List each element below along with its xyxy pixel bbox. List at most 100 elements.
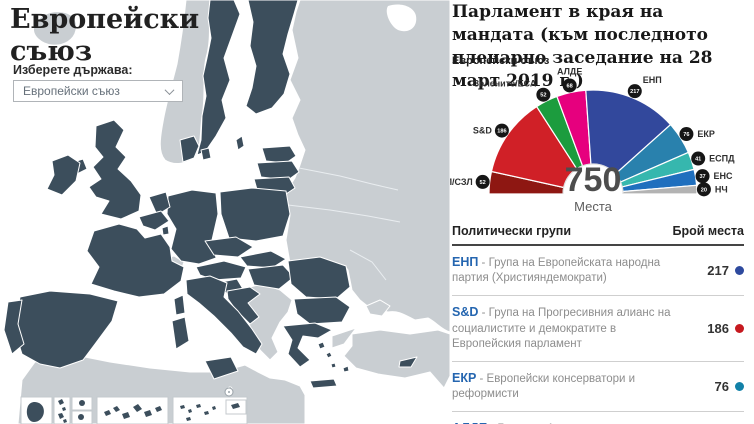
map-country-iceland[interactable]: [33, 11, 77, 46]
europe-map-area: Европейски съюз Изберете държава: Европе…: [3, 0, 450, 424]
col-seats: Брой места: [672, 224, 744, 238]
group-seats: 186: [707, 321, 744, 336]
badge-value-S&D: 186: [497, 129, 506, 135]
inset-box-2[interactable]: [53, 396, 71, 424]
map-country-finland[interactable]: [245, 0, 299, 115]
map-island-corsica[interactable]: [173, 294, 186, 316]
group-seats: 76: [715, 379, 744, 394]
badge-value-НЧ: 20: [701, 187, 707, 193]
country-select-label: Изберете държава:: [13, 63, 133, 77]
group-name: ЕКР - Европейски консерватори и реформис…: [452, 370, 636, 401]
group-seat-count: 76: [714, 378, 729, 394]
map-country-bulgaria[interactable]: [293, 296, 351, 325]
map-country-czechia[interactable]: [204, 236, 254, 258]
group-link-S&D[interactable]: S&D: [452, 305, 479, 320]
map-island-gotland[interactable]: [235, 135, 245, 151]
map-country-uk[interactable]: [88, 119, 142, 220]
slice-label-НЧ: НЧ: [715, 184, 728, 194]
slice-label-ЕНС: ЕНС: [714, 171, 734, 181]
group-link-АЛДЕ[interactable]: АЛДЕ: [452, 421, 487, 424]
groups-table-rows: ЕНП - Група на Европейската народна парт…: [452, 246, 744, 424]
map-country-norway[interactable]: [159, 0, 211, 164]
map-country-estonia[interactable]: [261, 145, 297, 164]
map-country-slovakia[interactable]: [239, 250, 287, 269]
map-country-croatia[interactable]: [226, 286, 261, 325]
badge-НЧ: [696, 182, 711, 197]
badge-value-ЕКР: 76: [683, 132, 689, 138]
group-link-ЕНП[interactable]: ЕНП: [452, 255, 479, 269]
overseas-insets: [20, 396, 248, 424]
group-color-dot: [735, 381, 744, 391]
map-country-france[interactable]: [86, 223, 185, 298]
map-country-italy[interactable]: [185, 275, 263, 355]
map-border-moldova: [349, 249, 387, 281]
map-island-sardinia[interactable]: [171, 316, 190, 350]
parliament-panel: Парламент в края на мандата (към последн…: [433, 0, 754, 424]
badge-ЕКР: [679, 127, 694, 142]
group-seat-count: 217: [707, 262, 729, 278]
groups-table: Политически групи Брой места ЕНП - Група…: [452, 221, 744, 424]
chart-heading: Парламент в края на мандата (към последн…: [452, 2, 713, 92]
slice-label-ЕСПД: ЕСПД: [709, 154, 735, 164]
badge-ЕНС: [695, 169, 710, 184]
map-country-austria[interactable]: [195, 260, 247, 281]
table-row-ЕНП: ЕНП - Група на Европейската народна парт…: [452, 246, 744, 297]
map-country-poland[interactable]: [219, 187, 291, 242]
magnifier-icon[interactable]: [224, 387, 234, 397]
map-country-turkey[interactable]: [331, 327, 450, 389]
group-name: S&D - Група на Прогресивния алианс на со…: [452, 305, 671, 350]
slice-label-S&D: S&D: [473, 126, 493, 136]
total-seats-caption: Места: [574, 199, 612, 214]
slice-label-ЕКР: ЕКР: [697, 129, 715, 139]
group-color-dot: [735, 265, 744, 275]
table-row-АЛДЕ: АЛДЕ - Група на Алианса на либералите и …: [452, 412, 744, 424]
slice-label-ЕОЛ/СЗЛ: ЕОЛ/СЗЛ: [450, 177, 473, 187]
badge-Зелените/ЕСА: [536, 87, 551, 102]
group-color-dot: [735, 323, 744, 333]
col-groups: Политически групи: [452, 224, 572, 238]
map-country-ireland[interactable]: [46, 154, 81, 196]
group-name: ЕНП - Група на Европейската народна парт…: [452, 255, 661, 285]
group-name: АЛДЕ - Група на Алианса на либералите и …: [452, 420, 674, 424]
badge-АЛДЕ: [562, 78, 577, 93]
page-title: Европейски съюз: [10, 4, 200, 68]
map-country-latvia[interactable]: [256, 160, 300, 181]
map-country-germany[interactable]: [166, 189, 219, 265]
map-country-luxembourg[interactable]: [161, 225, 170, 236]
table-row-ЕКР: ЕКР - Европейски консерватори и реформис…: [452, 362, 744, 413]
map-region-west-balkans[interactable]: [241, 283, 293, 361]
map-country-greece[interactable]: [282, 322, 333, 368]
map-country-spain[interactable]: [13, 290, 119, 369]
hemicycle-chart: 52 ЕОЛ/СЗЛ 186 S&D 52 Зелените/ЕСА 68 АЛДЕ 217 ЕН…: [433, 60, 754, 212]
map-islands-aegean[interactable]: [317, 341, 350, 373]
table-row-S&D: S&D - Група на Прогресивния алианс на со…: [452, 296, 744, 362]
map-island-crete[interactable]: [309, 378, 338, 389]
inset-islands: [26, 399, 240, 423]
map-region-russia-east[interactable]: [285, 0, 450, 333]
map-border-ukraine: [287, 204, 401, 223]
map-island-sicily[interactable]: [204, 356, 239, 380]
badge-value-Зелените/ЕСА: 52: [540, 93, 546, 99]
group-link-ЕКР[interactable]: ЕКР: [452, 370, 477, 385]
slice-label-АЛДЕ: АЛДЕ: [557, 66, 582, 76]
map-country-cyprus[interactable]: [398, 356, 418, 368]
map-region-crimea[interactable]: [365, 299, 391, 317]
badge-S&D: [494, 123, 509, 138]
badge-value-ЕНС: 37: [699, 174, 705, 180]
groups-table-header: Политически групи Брой места: [452, 221, 744, 246]
chart-subheading: Европейски съюз: [452, 55, 550, 67]
map-country-romania[interactable]: [287, 256, 351, 300]
country-select-value: Европейски съюз: [23, 84, 120, 98]
badge-ЕНП: [627, 84, 642, 99]
map-country-denmark[interactable]: [179, 135, 212, 163]
map-country-belgium[interactable]: [138, 210, 170, 231]
slice-label-ЕНП: ЕНП: [643, 75, 662, 85]
map-country-netherlands[interactable]: [148, 191, 171, 216]
map-country-hungary[interactable]: [247, 264, 295, 290]
country-select[interactable]: Европейски съюз: [13, 80, 183, 102]
europe-map: [3, 0, 450, 424]
map-country-portugal[interactable]: [3, 299, 25, 355]
badge-value-АЛДЕ: 68: [567, 83, 573, 89]
slice-label-Зелените/ЕСА: Зелените/ЕСА: [473, 79, 536, 89]
badge-ЕСПД: [691, 151, 706, 166]
